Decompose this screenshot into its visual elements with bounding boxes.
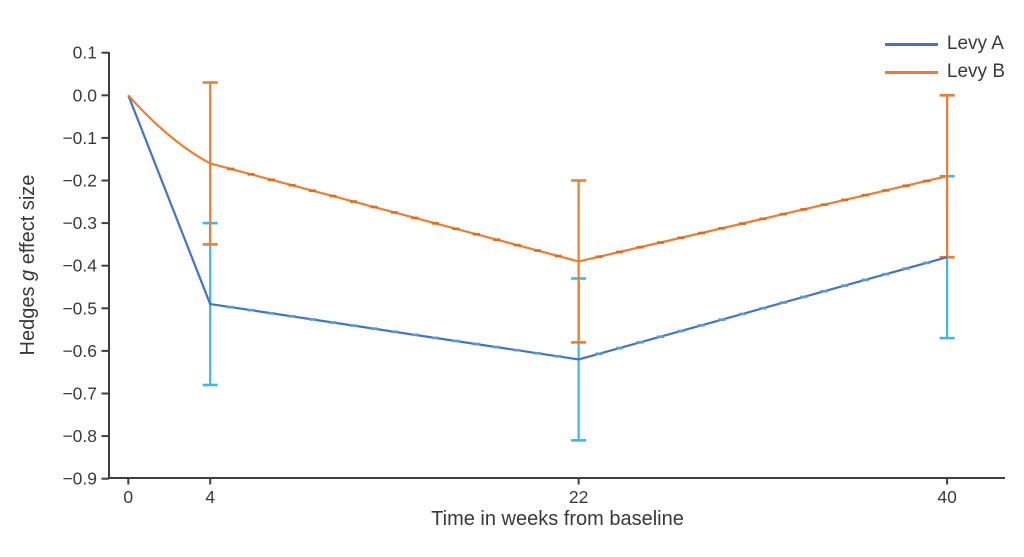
y-tick-label: 0.0: [73, 85, 98, 105]
legend-line-swatch-levy-a: [884, 42, 938, 46]
series-line-levy-a: [127, 94, 948, 361]
y-axis-title: Hedges g effect size: [13, 115, 43, 415]
x-tick-label: 4: [205, 487, 215, 507]
series-line-levy-b: [127, 94, 948, 263]
y-tick-label: −0.8: [62, 426, 97, 446]
y-axis-title-italic: g: [16, 269, 39, 281]
legend-line-swatch-levy-b: [884, 70, 938, 74]
y-tick-label: −0.1: [62, 128, 97, 148]
y-tick-label: 0.1: [73, 43, 97, 63]
y-tick-label: −0.9: [62, 469, 97, 489]
legend-entry-levy-a: Levy A: [884, 33, 1005, 55]
legend-entry-levy-b: Levy B: [884, 61, 1005, 83]
legend: Levy A Levy B: [884, 33, 1005, 83]
legend-label: Levy B: [946, 61, 1005, 82]
y-axis-title-prefix: Hedges: [16, 280, 39, 356]
x-axis-title: Time in weeks from baseline: [431, 508, 684, 530]
y-tick-label: −0.4: [62, 256, 97, 276]
y-tick-label: −0.2: [62, 171, 97, 191]
y-axis-title-suffix: effect size: [16, 174, 39, 270]
x-tick-label: 40: [937, 487, 957, 507]
y-tick-label: −0.7: [62, 384, 97, 404]
y-tick-label: −0.5: [62, 298, 97, 318]
legend-label: Levy A: [946, 33, 1004, 54]
y-tick-label: −0.3: [62, 213, 97, 233]
x-tick-label: 0: [123, 487, 133, 507]
x-tick-label: 22: [569, 487, 588, 507]
y-tick-label: −0.6: [62, 341, 97, 361]
